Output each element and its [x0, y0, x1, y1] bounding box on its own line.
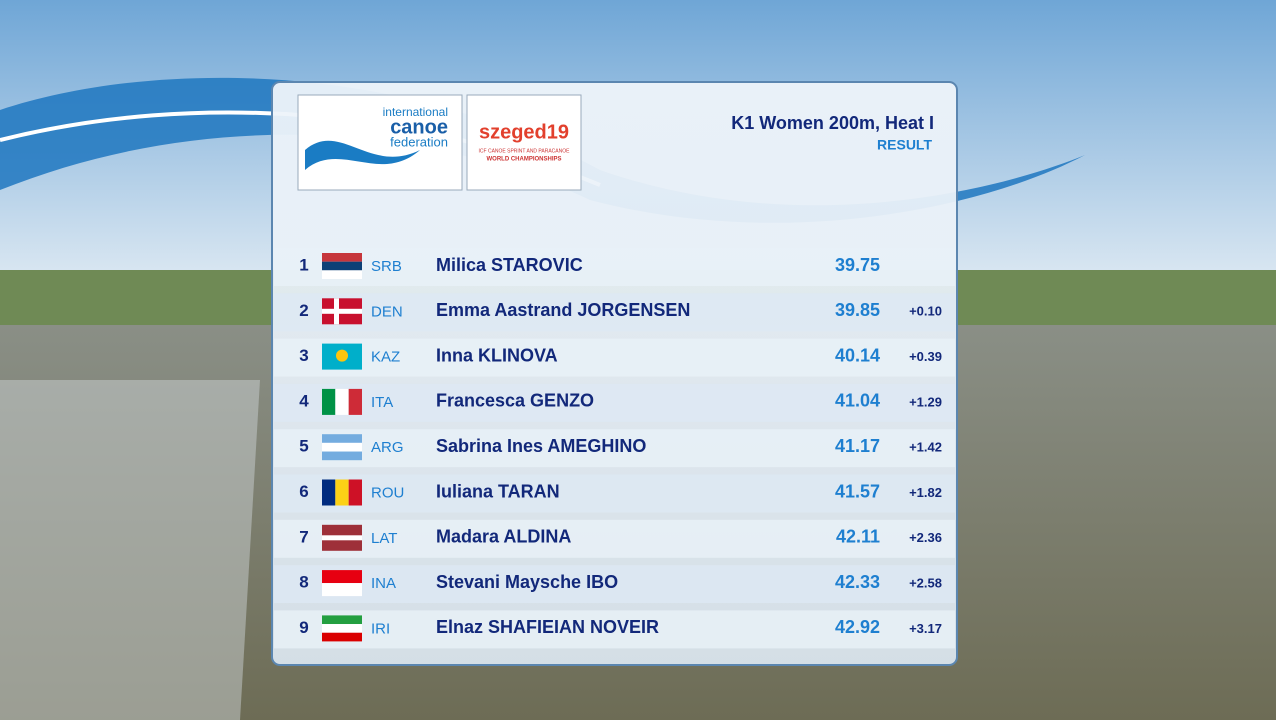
icf-text: federation: [390, 134, 448, 149]
time: 40.14: [835, 345, 880, 365]
rank: 1: [299, 255, 308, 274]
flag: [322, 253, 362, 279]
time-gap: +1.82: [909, 485, 942, 500]
athlete-name: Stevani Maysche IBO: [436, 572, 618, 592]
flag: [322, 388, 362, 415]
time-gap: +0.39: [909, 349, 942, 364]
flag: [322, 343, 362, 370]
rank: 2: [299, 301, 308, 320]
time: 42.33: [835, 572, 880, 592]
flag: [322, 615, 362, 642]
time: 41.17: [835, 436, 880, 456]
country-code: ROU: [371, 484, 404, 501]
time: 41.57: [835, 481, 880, 501]
flag-cross: [322, 308, 362, 314]
athlete-name: Milica STAROVIC: [436, 255, 583, 275]
athlete-name: Emma Aastrand JORGENSEN: [436, 300, 690, 320]
flag-stripe: [322, 632, 362, 642]
rank: 4: [299, 391, 309, 410]
row-band: [274, 474, 955, 513]
flag-stripe: [322, 388, 336, 415]
flag: [322, 434, 362, 461]
time: 39.75: [835, 255, 880, 275]
time-gap: +2.36: [909, 530, 942, 545]
rank: 6: [299, 482, 308, 501]
time-gap: +2.58: [909, 576, 942, 591]
results-table: 1 SRB Milica STAROVIC 39.75 2 DEN Emma Aastran…: [274, 248, 955, 649]
athlete-name: Inna KLINOVA: [436, 345, 558, 365]
row-band: [274, 248, 955, 286]
time: 42.92: [835, 617, 880, 637]
country-code: DEN: [371, 303, 403, 320]
row-band: [274, 519, 955, 558]
country-code: INA: [371, 575, 396, 592]
athlete-name: Iuliana TARAN: [436, 481, 560, 501]
athlete-name: Sabrina Ines AMEGHINO: [436, 436, 646, 456]
flag-stripe: [322, 451, 362, 461]
icf-logo: [297, 94, 463, 191]
flag-stripe: [322, 535, 362, 541]
event-text: ICF CANOE SPRINT AND PARACANOE: [479, 148, 571, 154]
glare: [0, 380, 260, 720]
icf-text: international: [383, 105, 448, 119]
race-title: K1 Women 200m, Heat I: [731, 113, 934, 133]
athlete-name: Francesca GENZO: [436, 391, 594, 411]
country-code: ARG: [371, 439, 404, 456]
row-band: [274, 610, 955, 649]
rank: 9: [299, 618, 308, 637]
rank: 7: [299, 527, 308, 546]
flag-stripe: [322, 270, 362, 279]
country-code: ITA: [371, 394, 393, 411]
time: 39.85: [835, 300, 880, 320]
time: 42.11: [836, 527, 880, 547]
event-name: szeged19: [479, 121, 569, 143]
time-gap: +1.42: [909, 440, 942, 455]
country-code: IRI: [371, 620, 390, 637]
row-band: [274, 293, 955, 332]
rank: 5: [299, 437, 308, 456]
athlete-name: Elnaz SHAFIEIAN NOVEIR: [436, 617, 659, 637]
event-logo: [466, 94, 582, 191]
flag-stripe: [335, 479, 349, 506]
flag-stripe: [322, 583, 362, 597]
country-code: KAZ: [371, 349, 400, 366]
flag-sun: [336, 349, 348, 362]
flag: [322, 298, 362, 325]
icf-wave: [305, 140, 420, 170]
rank: 3: [299, 346, 308, 365]
flag-stripe: [322, 570, 362, 584]
flag: [322, 570, 362, 597]
row-band: [274, 383, 955, 422]
time-gap: +0.10: [909, 304, 942, 319]
flag-stripe: [348, 388, 362, 415]
flag-stripe: [322, 615, 362, 625]
flag-stripe: [348, 479, 362, 506]
flag: [322, 479, 362, 506]
row-band: [274, 338, 955, 377]
row-band: [274, 429, 955, 468]
row-band: [274, 565, 955, 604]
time-gap: +1.29: [909, 394, 942, 409]
flag-stripe: [322, 624, 362, 633]
event-text: WORLD CHAMPIONSHIPS: [487, 157, 562, 163]
race-status: RESULT: [877, 137, 932, 153]
flag-stripe: [335, 388, 349, 415]
flag-stripe: [322, 253, 362, 262]
country-code: SRB: [371, 258, 402, 275]
country-code: LAT: [371, 530, 397, 547]
time: 41.04: [835, 391, 880, 411]
athlete-name: Madara ALDINA: [436, 527, 571, 547]
flag-stripe: [322, 442, 362, 452]
flag-stripe: [322, 261, 362, 271]
flag-stripe: [322, 434, 362, 443]
flag-stripe: [322, 479, 336, 506]
rank: 8: [299, 573, 308, 592]
icf-text: canoe: [390, 116, 448, 138]
flag: [322, 524, 362, 551]
time-gap: +3.17: [909, 621, 942, 636]
